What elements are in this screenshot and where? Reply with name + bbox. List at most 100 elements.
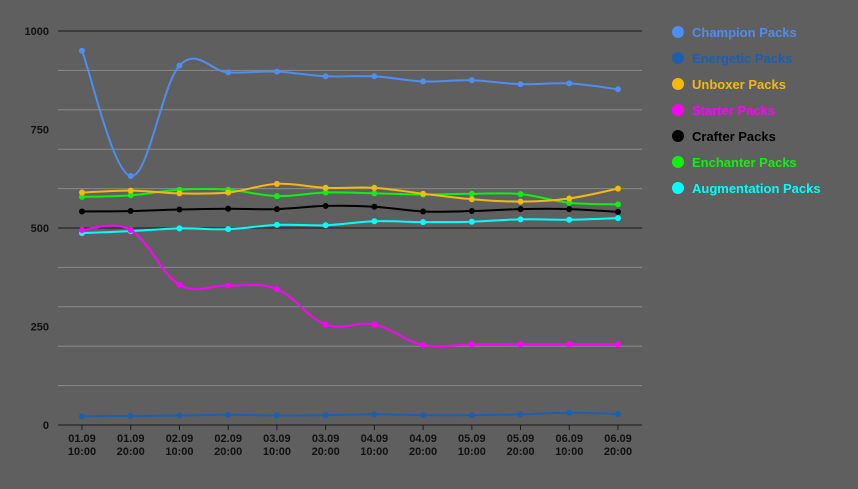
x-tick-label-time: 20:00 (604, 446, 632, 458)
x-tick-label: 01.09 20:00 (117, 433, 145, 458)
data-point (127, 226, 134, 233)
data-point (176, 281, 183, 288)
series-enchanter-packs (79, 186, 621, 208)
legend-item: Crafter Packs (672, 129, 776, 144)
x-tick-label-date: 05.09 (507, 433, 535, 445)
data-point (127, 412, 134, 419)
data-point (420, 208, 427, 215)
data-point (176, 190, 183, 197)
data-point (225, 411, 232, 418)
data-point (468, 196, 475, 203)
data-point (225, 282, 232, 289)
data-point (566, 206, 573, 213)
data-point (371, 190, 378, 197)
x-tick-label-date: 01.09 (68, 433, 96, 445)
legend-item: Augmentation Packs (672, 181, 821, 196)
series-line-augmentation-packs (81, 217, 619, 235)
data-point (273, 286, 280, 293)
data-point (322, 202, 329, 209)
data-point (517, 198, 524, 205)
data-point (273, 412, 280, 419)
data-point (225, 189, 232, 196)
legend-label: Augmentation Packs (692, 181, 821, 196)
x-tick-label-date: 02.09 (166, 433, 194, 445)
data-point (127, 187, 134, 194)
data-point (615, 201, 621, 208)
data-point (517, 206, 524, 213)
x-tick-label: 02.09 20:00 (214, 433, 242, 458)
series-line-energetic-packs (81, 411, 619, 418)
series-champion-packs (79, 47, 621, 179)
x-tick-label-time: 20:00 (409, 446, 437, 458)
data-point (371, 218, 378, 225)
x-tick-label-date: 04.09 (361, 433, 389, 445)
y-tick-label: 500 (31, 223, 49, 235)
data-point (371, 411, 378, 418)
data-point (615, 208, 621, 215)
data-point (468, 77, 475, 84)
series-line-crafter-packs (81, 204, 619, 213)
legend-marker (672, 130, 684, 142)
x-tick-label-time: 10:00 (165, 446, 193, 458)
legend-label: Crafter Packs (692, 129, 776, 144)
data-point (468, 341, 475, 348)
legend-marker (672, 104, 684, 116)
x-tick-label: 04.09 20:00 (409, 433, 437, 458)
data-point (517, 81, 524, 88)
series-starter-packs (79, 224, 621, 349)
x-tick-label-time: 10:00 (263, 446, 291, 458)
x-tick-label-date: 03.09 (263, 433, 291, 445)
data-point (517, 411, 524, 418)
data-point (371, 73, 378, 80)
legend-marker (672, 156, 684, 168)
x-tick-label-date: 06.09 (556, 433, 584, 445)
data-point (468, 412, 475, 419)
legend-label: Champion Packs (692, 25, 797, 40)
legend-item: Champion Packs (672, 25, 797, 40)
data-point (566, 216, 573, 223)
legend-label: Enchanter Packs (692, 155, 797, 170)
data-point (273, 180, 280, 187)
series-energetic-packs (79, 409, 621, 420)
data-point (468, 218, 475, 225)
data-point (371, 184, 378, 191)
y-tick-label: 750 (31, 125, 49, 137)
x-tick-label-time: 20:00 (214, 446, 242, 458)
data-point (615, 410, 621, 417)
x-tick-label: 05.09 10:00 (458, 433, 486, 458)
series-line-enchanter-packs (81, 187, 619, 206)
series-crafter-packs (79, 202, 621, 215)
series-line-starter-packs (81, 224, 618, 348)
x-tick-label-date: 05.09 (458, 433, 486, 445)
data-point (225, 205, 232, 212)
data-point (566, 80, 573, 87)
legend-item: Energetic Packs (672, 51, 792, 66)
x-tick-label: 06.09 10:00 (555, 433, 583, 458)
y-tick-label: 1000 (25, 26, 49, 38)
legend-item: Unboxer Packs (672, 77, 786, 92)
data-point (566, 199, 573, 206)
x-tick-label: 06.09 20:00 (604, 433, 632, 458)
data-point (127, 172, 134, 179)
data-point (273, 206, 280, 213)
data-point (371, 321, 378, 328)
x-tick-label: 03.09 20:00 (312, 433, 340, 458)
data-point (371, 203, 378, 210)
data-point (322, 73, 329, 80)
legend-label: Starter Packs (692, 103, 775, 118)
x-tick-label-date: 01.09 (117, 433, 145, 445)
data-point (566, 409, 573, 416)
data-point (420, 412, 427, 419)
data-point (615, 86, 621, 93)
legend-label: Energetic Packs (692, 51, 792, 66)
data-point (420, 219, 427, 226)
y-tick-label: 250 (31, 322, 49, 334)
data-point (225, 226, 232, 233)
x-tick-label-time: 10:00 (68, 446, 96, 458)
x-tick-label-time: 20:00 (312, 446, 340, 458)
data-point (566, 341, 573, 348)
data-point (322, 222, 329, 229)
x-tick-label-date: 03.09 (312, 433, 340, 445)
